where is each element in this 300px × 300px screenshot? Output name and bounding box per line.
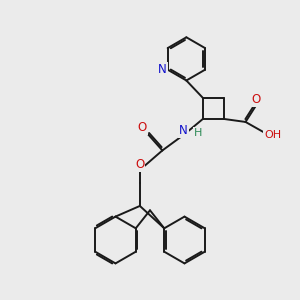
Text: OH: OH <box>264 130 281 140</box>
Text: O: O <box>135 158 145 171</box>
Text: O: O <box>138 121 147 134</box>
Text: H: H <box>194 128 202 138</box>
Text: N: N <box>179 124 188 137</box>
Text: N: N <box>158 63 167 76</box>
Text: O: O <box>251 93 261 106</box>
